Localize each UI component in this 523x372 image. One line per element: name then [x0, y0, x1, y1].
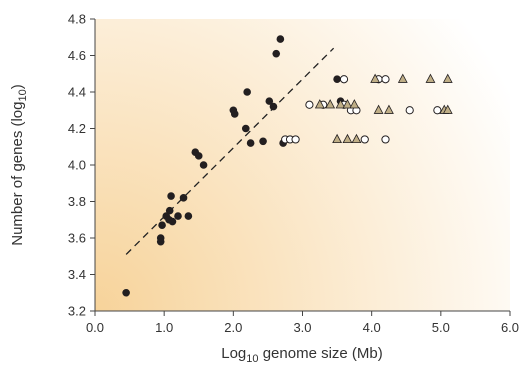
open-circle-point: [360, 135, 369, 144]
data-points: [122, 35, 453, 297]
axes: 0.0 1.0 2.0 3.0 4.0 5.0 6.0 3.2 3.4 3.6 3.8 4.0 4.2 4…: [68, 12, 519, 336]
x-tick-label: 6.0: [501, 320, 519, 335]
plot-area: [95, 19, 510, 311]
filled-circle-point: [230, 110, 239, 118]
filled-circle-point: [167, 192, 175, 200]
filled-circle-point: [272, 49, 281, 58]
x-tick-label: 5.0: [432, 320, 450, 335]
y-tick-label: 3.2: [68, 304, 86, 319]
y-tick-label: 4.6: [68, 48, 86, 63]
filled-circle-point: [199, 161, 208, 169]
filled-circle-point: [194, 152, 203, 160]
filled-circle-point: [269, 102, 278, 111]
filled-circle-point: [184, 212, 193, 220]
x-axis-title: Log10 genome size (Mb): [221, 345, 383, 365]
triangle-point: [425, 73, 436, 83]
trend-line: [125, 47, 335, 255]
x-tick-label: 0.0: [86, 320, 104, 335]
y-tick-label: 3.4: [68, 267, 86, 282]
triangle-point: [349, 99, 360, 109]
open-circle-point: [381, 75, 390, 84]
y-axis-title: Number of genes (log10): [9, 84, 29, 246]
triangle-point: [332, 133, 342, 144]
y-tick-label: 3.8: [68, 194, 86, 209]
x-tick-label: 2.0: [224, 320, 242, 335]
open-circle-point: [433, 106, 442, 115]
filled-circle-point: [179, 194, 188, 202]
triangle-point: [370, 73, 381, 83]
triangle-point: [325, 99, 336, 109]
triangle-point: [384, 104, 394, 114]
triangle-point: [351, 133, 362, 144]
filled-circle-point: [158, 221, 166, 230]
x-tick-label: 4.0: [363, 320, 381, 335]
filled-circle-point: [333, 75, 341, 84]
x-tick-label: 1.0: [155, 320, 173, 335]
filled-circle-point: [259, 137, 267, 146]
filled-circle-point: [122, 288, 130, 297]
triangle-point: [314, 99, 325, 109]
triangle-point: [335, 99, 346, 109]
y-tick-label: 3.6: [68, 231, 86, 246]
x-tick-label: 3.0: [293, 320, 311, 335]
triangle-point: [397, 73, 408, 83]
open-circle-point: [339, 75, 349, 84]
y-tick-label: 4.0: [68, 158, 86, 173]
filled-circle-point: [156, 234, 165, 242]
filled-circle-point: [168, 217, 177, 226]
filled-circle-point: [246, 139, 255, 147]
trend-line-group: [125, 47, 335, 255]
filled-circle-point: [243, 88, 251, 96]
open-circle-point: [381, 135, 390, 144]
filled-circle-point: [165, 206, 174, 215]
open-circle-point: [305, 100, 314, 109]
triangle-point: [342, 99, 353, 109]
filled-circle-point: [174, 212, 182, 220]
triangle-point: [442, 73, 453, 83]
y-tick-label: 4.8: [68, 12, 86, 27]
filled-circle-point: [276, 35, 285, 43]
open-circle-point: [405, 106, 414, 115]
open-circle-point: [291, 135, 300, 144]
triangle-point: [442, 104, 453, 114]
y-tick-label: 4.2: [68, 121, 86, 136]
triangle-point: [342, 133, 353, 144]
filled-circle-point: [265, 97, 274, 105]
triangle-point: [373, 104, 384, 114]
y-tick-label: 4.4: [68, 85, 86, 100]
filled-circle-point: [241, 124, 250, 133]
